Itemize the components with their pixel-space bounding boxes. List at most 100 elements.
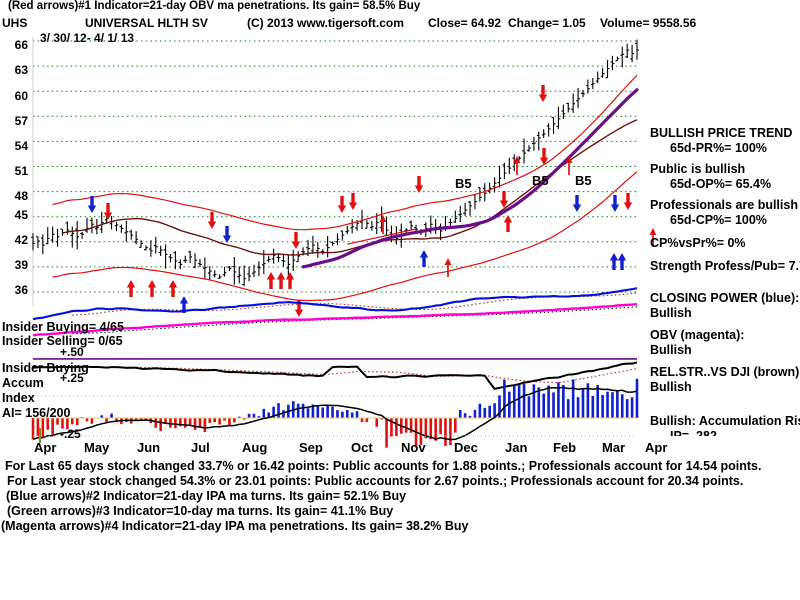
x-axis-tick-jun: Jun [137, 440, 161, 455]
arrow-red-up [503, 215, 513, 232]
strength-prof-pub: Strength Profess/Pub= 7.7 [650, 259, 800, 273]
scale-minus-25: -.25 [60, 427, 81, 441]
b5-annotation-label: B5 [575, 173, 592, 188]
closing-power-title: CLOSING POWER (blue): [650, 291, 800, 305]
arrow-red-up [379, 215, 387, 234]
y-axis-tick-39: 39 [14, 258, 28, 272]
volume-label: Volume= 9558.56 [600, 16, 697, 30]
date-range-label: 3/ 30/ 12- 4/ 1/ 13 [40, 31, 135, 45]
arrow-red-up-b5 [444, 258, 452, 277]
indicator-4-line: (Magenta arrows)#4 Indicator=21-day IPA … [1, 519, 469, 533]
arrow-red-down [207, 212, 217, 229]
change-label: Change= 1.05 [508, 16, 586, 30]
x-axis-tick-dec: Dec [454, 440, 478, 455]
y-axis-tick-54: 54 [14, 139, 28, 153]
cp-vs-pr-value: CP%vsPr%= 0% [650, 236, 746, 250]
company-name: UNIVERSAL HLTH SV [85, 16, 208, 30]
x-axis-tick-jan: Jan [505, 440, 528, 455]
x-axis-tick-feb: Feb [553, 440, 577, 455]
y-axis-tick-66: 66 [14, 38, 28, 52]
obv-line [32, 303, 638, 337]
close-price-label: Close= 64.92 [428, 16, 502, 30]
scale-plus-50: +.50 [60, 345, 84, 359]
insider-accum-index-value: AI= 156/200 [2, 406, 71, 420]
x-axis-tick-jul: Jul [191, 440, 210, 455]
professionals-title: Professionals are bullish [650, 198, 798, 212]
y-axis-tick-42: 42 [14, 233, 28, 247]
arrow-red-down [499, 191, 509, 208]
arrow-blue-up [419, 250, 429, 267]
x-axis-tick-sep: Sep [299, 440, 323, 455]
report-line-last-year: For Last year stock changed 54.3% or 23.… [7, 474, 744, 488]
copyright-notice: (C) 2013 www.tigersoft.com [247, 16, 404, 30]
price-trend-value: 65d-PR%= 100% [670, 141, 767, 155]
arrow-red-up-b5 [513, 156, 521, 175]
arrow-red-up [276, 272, 286, 289]
insider-accum-line2: Accum [2, 376, 44, 390]
rel-strength-title: REL.STR..VS DJI (brown) [650, 365, 800, 379]
insider-accum-line1: Insider Buying [2, 361, 89, 375]
ma21-purple-line [301, 88, 639, 269]
x-axis-tick-may: May [84, 440, 110, 455]
public-value: 65d-OP%= 65.4% [670, 177, 772, 191]
y-axis-tick-51: 51 [14, 164, 28, 178]
accumulation-histogram-group [31, 378, 639, 448]
accum-overlay-line [32, 386, 638, 441]
arrow-red-up [285, 272, 295, 289]
arrow-red-down [337, 196, 347, 213]
arrow-red-down [291, 232, 301, 249]
ticker-symbol: UHS [2, 16, 28, 30]
professionals-value: 65d-CP%= 100% [670, 213, 767, 227]
arrow-red-up [266, 272, 276, 289]
chart-canvas: B5 B5 B5 [31, 37, 657, 448]
lower-band-line [52, 171, 638, 302]
price-bars-group [31, 39, 639, 287]
arrow-red-down [103, 203, 113, 220]
y-axis-tick-57: 57 [14, 114, 28, 128]
arrow-red-down [623, 193, 633, 210]
b5-annotation-label: B5 [455, 176, 472, 191]
arrow-red-down [348, 193, 358, 210]
y-axis-tick-45: 45 [14, 208, 28, 222]
x-axis-tick-nov: Nov [401, 440, 426, 455]
x-axis-tick-apr-2: Apr [645, 440, 668, 455]
arrow-red-up [649, 228, 657, 247]
obv-value: Bullish [650, 343, 692, 357]
upper-band-line [52, 74, 638, 231]
x-axis-tick-apr-1: Apr [34, 440, 57, 455]
indicator-3-line: (Green arrows)#3 Indicator=10-day ma tur… [7, 504, 394, 518]
y-axis-tick-36: 36 [14, 283, 28, 297]
x-axis-tick-oct: Oct [351, 440, 373, 455]
obv-title: OBV (magenta): [650, 328, 745, 342]
y-axis-tick-48: 48 [14, 189, 28, 203]
arrow-blue-down [87, 196, 97, 213]
x-axis-tick-mar: Mar [602, 440, 626, 455]
rel-strength-value: Bullish [650, 380, 692, 394]
arrow-red-up [126, 280, 136, 297]
arrow-red-down [538, 85, 548, 102]
ip-value: IP= .282 [670, 429, 717, 436]
insider-selling-label: Insider Selling= 0/65 [2, 334, 123, 348]
price-trend-title: BULLISH PRICE TREND [650, 126, 793, 140]
arrow-blue-up [617, 253, 627, 270]
arrow-blue-down [610, 195, 620, 212]
arrow-red-up [147, 280, 157, 297]
arrow-red-down [539, 148, 549, 165]
arrow-red-down [294, 300, 304, 317]
indicator-1-line: (Red arrows)#1 Indicator=21-day OBV ma p… [8, 0, 421, 12]
arrow-blue-down [222, 226, 232, 243]
closing-power-value: Bullish [650, 306, 692, 320]
arrow-red-up [168, 280, 178, 297]
insider-accum-line3: Index [2, 391, 35, 405]
accumulation-title: Bullish: Accumulation Risi [650, 414, 800, 428]
report-line-65-days: For Last 65 days stock changed 33.7% or … [5, 459, 762, 473]
arrow-blue-down [572, 195, 582, 212]
indicator-2-line: (Blue arrows)#2 Indicator=21-day IPA ma … [6, 489, 407, 503]
insider-buying-label: Insider Buying= 4/65 [2, 320, 124, 334]
rel-strength-line [33, 361, 638, 391]
arrow-red-down [414, 176, 424, 193]
right-info-panel: BULLISH PRICE TREND 65d-PR%= 100% Public… [648, 126, 800, 436]
closing-power-line [32, 287, 638, 321]
arrow-blue-up [609, 253, 619, 270]
